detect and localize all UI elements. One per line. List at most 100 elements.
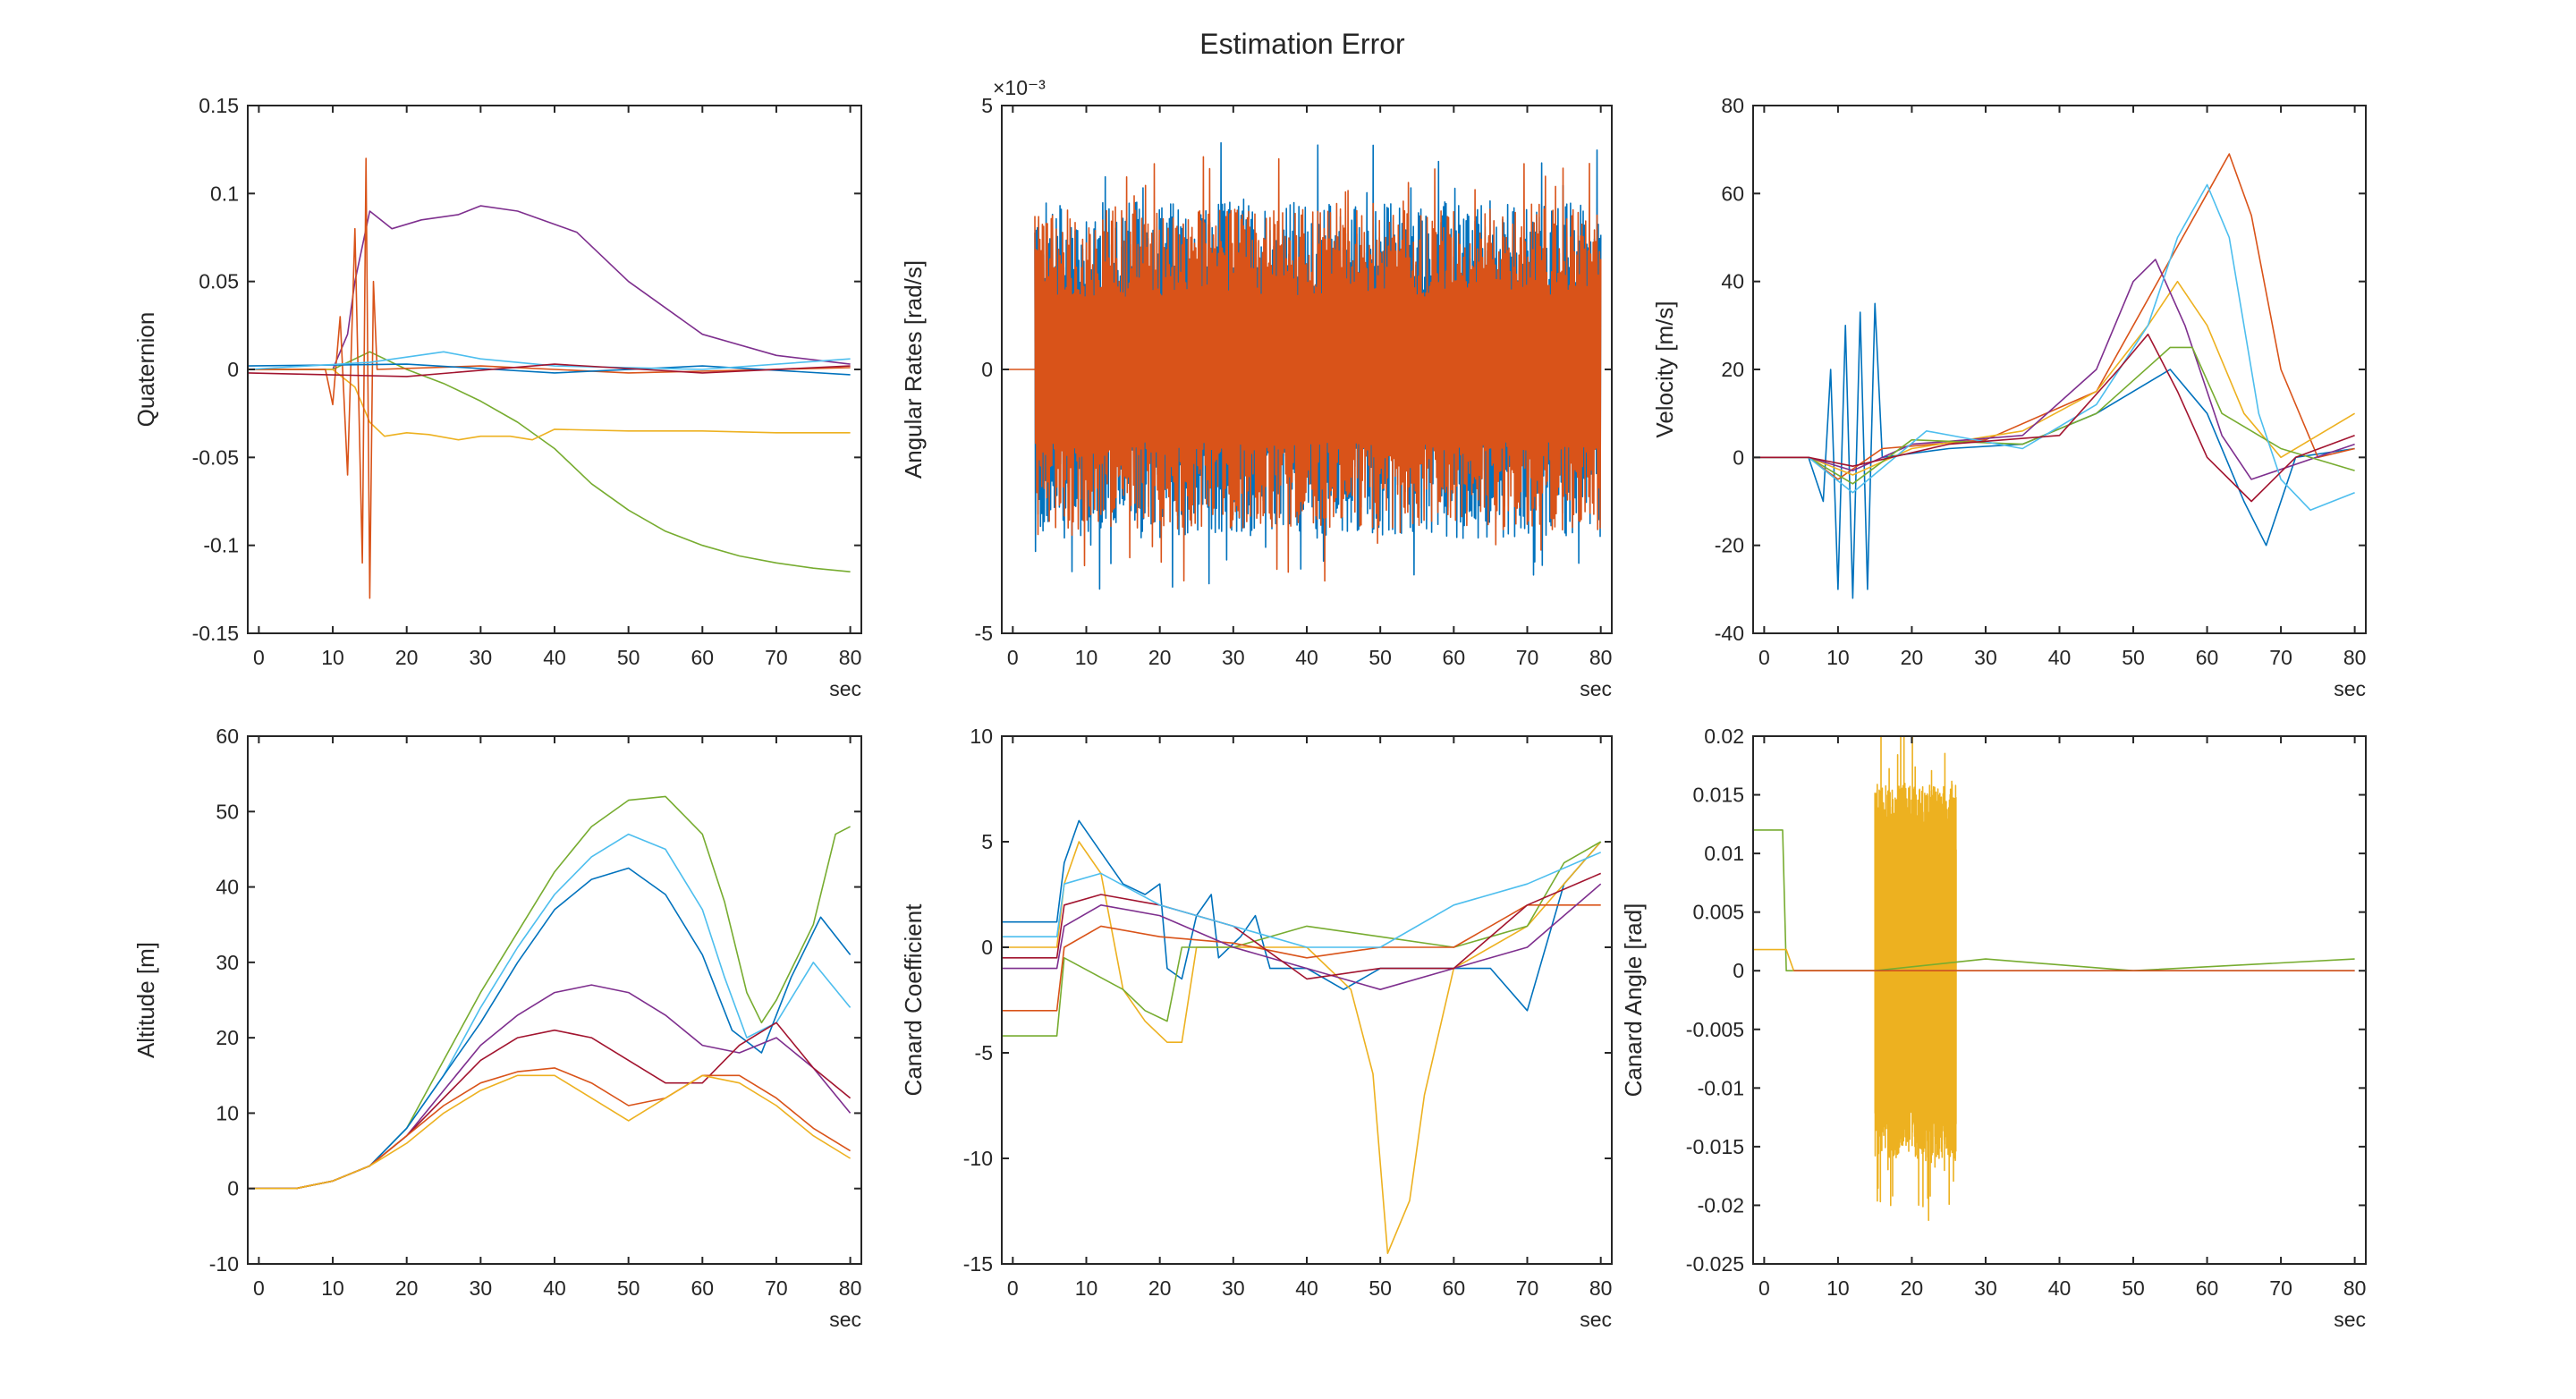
y-tick-label: -0.005 [1686, 1018, 1744, 1041]
plot-area [1001, 735, 1613, 1265]
axes-group: 0 10 20 30 40 50 60 70 80-0.15-0.1-0.0500.050.10… [132, 76, 2367, 1331]
y-tick-label: 60 [1721, 182, 1744, 205]
y-tick-label: 40 [1721, 270, 1744, 293]
data-series [248, 363, 851, 377]
y-tick-label: -0.15 [192, 622, 239, 645]
plot-area [1752, 735, 2367, 1265]
x-tick-label: 60 [691, 646, 715, 669]
data-series [248, 363, 851, 376]
y-tick-label: 10 [216, 1101, 239, 1124]
x-tick-label: 10 [321, 1276, 344, 1300]
y-tick-label: -0.05 [192, 445, 239, 469]
x-tick-label: 70 [2269, 646, 2292, 669]
x-tick-label: 0 [1007, 646, 1019, 669]
x-tick-label: 30 [470, 646, 493, 669]
x-tick-label: 40 [543, 1276, 566, 1300]
y-exponent-label: ×10⁻³ [993, 76, 1046, 99]
subplot-3: 0 10 20 30 40 50 60 70 80 -40 -20 0 20 40 60 80 sec Veloc… [1651, 94, 2367, 700]
subplot-4: 0 10 20 30 40 50 60 70 80 -10 0 10 20 30 40 50 60 sec Alti… [132, 725, 862, 1331]
x-axis-label: sec [2334, 677, 2366, 700]
x-tick-label: 50 [1368, 1276, 1392, 1300]
y-tick-label: -5 [975, 1041, 993, 1064]
x-tick-label: 40 [543, 646, 566, 669]
x-tick-label: 10 [1826, 646, 1850, 669]
y-tick-label: 5 [981, 94, 993, 117]
y-tick-label: -0.1 [203, 534, 239, 557]
data-series [1002, 904, 1601, 1012]
x-tick-label: 80 [2343, 1276, 2367, 1300]
y-axis-label: Angular Rates [rad/s] [900, 260, 927, 479]
x-axis-label: sec [829, 1308, 861, 1331]
x-tick-label: 40 [1295, 646, 1318, 669]
y-tick-label: 0 [227, 358, 239, 381]
x-tick-label: 0 [1758, 646, 1770, 669]
y-tick-label: 5 [981, 830, 993, 853]
y-tick-label: -10 [209, 1252, 239, 1276]
data-series [1002, 819, 1602, 1012]
y-tick-label: 0.05 [199, 270, 239, 293]
subplot-5: 0 10 20 30 40 50 60 70 80 -15 -10 -5 0 5 10 sec Canard C… [900, 725, 1613, 1331]
x-tick-label: 80 [839, 646, 862, 669]
series-group [1753, 736, 2355, 1221]
data-series [248, 369, 851, 441]
series-group [1753, 153, 2356, 599]
subplot-2: 0 10 20 30 40 50 60 70 80 -5 0 5 sec Angular Rates [r… [900, 76, 1613, 700]
y-tick-label: -0.015 [1686, 1135, 1744, 1158]
x-tick-label: 30 [1974, 646, 1997, 669]
y-tick-label: 80 [1721, 94, 1744, 117]
x-tick-label: 20 [1148, 1276, 1172, 1300]
x-tick-label: 80 [2343, 646, 2367, 669]
x-tick-label: 10 [1826, 1276, 1850, 1300]
x-tick-label: 30 [1974, 1276, 1997, 1300]
x-tick-label: 80 [1589, 1276, 1613, 1300]
x-tick-label: 0 [1758, 1276, 1770, 1300]
y-tick-label: 20 [1721, 358, 1744, 381]
x-tick-label: 80 [839, 1276, 862, 1300]
x-tick-label: 20 [1148, 646, 1172, 669]
data-series [1753, 346, 2355, 485]
series-group [248, 795, 852, 1190]
x-tick-label: 80 [1589, 646, 1613, 669]
x-tick-label: 0 [253, 646, 265, 669]
subplot-6: 0 10 20 30 40 50 60 70 80 -0.025 -0.02 -0.015 -0.01 -… [1620, 725, 2367, 1331]
x-tick-label: 30 [470, 1276, 493, 1300]
data-series [248, 351, 851, 370]
y-tick-label: 0 [227, 1177, 239, 1200]
x-tick-label: 0 [253, 1276, 265, 1300]
y-tick-label: 0.1 [210, 182, 239, 205]
noise-series [1874, 736, 1957, 1221]
x-tick-label: 60 [1443, 1276, 1466, 1300]
x-tick-label: 40 [2048, 1276, 2072, 1300]
x-tick-label: 60 [2196, 646, 2219, 669]
noise-series [1034, 156, 1602, 582]
x-tick-label: 20 [395, 646, 419, 669]
series-group [1002, 819, 1602, 1254]
x-tick-label: 40 [1295, 1276, 1318, 1300]
y-tick-label: -0.02 [1698, 1193, 1744, 1217]
y-tick-label: -10 [963, 1147, 993, 1170]
data-series [248, 1074, 852, 1190]
x-tick-label: 50 [617, 1276, 640, 1300]
y-tick-label: 0.015 [1692, 784, 1744, 807]
data-series [1753, 333, 2355, 503]
x-axis-label: sec [829, 677, 861, 700]
y-tick-label: 0.005 [1692, 901, 1744, 924]
data-series [1753, 183, 2355, 512]
plot-area [1752, 105, 2367, 634]
data-series [248, 351, 851, 572]
y-axis-label: Canard Coefficient [900, 903, 927, 1097]
x-tick-label: 30 [1222, 1276, 1245, 1300]
x-tick-label: 20 [1901, 1276, 1924, 1300]
x-tick-label: 70 [1516, 646, 1539, 669]
y-tick-label: -20 [1715, 534, 1744, 557]
data-series [1002, 883, 1602, 990]
y-tick-label: -15 [963, 1252, 993, 1276]
x-tick-label: 70 [765, 646, 788, 669]
y-axis-label: Canard Angle [rad] [1620, 903, 1647, 1098]
y-tick-label: 10 [970, 725, 993, 748]
y-axis-label: Altitude [m] [132, 942, 159, 1058]
y-tick-label: 60 [216, 725, 239, 748]
data-series [1753, 280, 2356, 476]
y-tick-label: 0 [1733, 445, 1744, 469]
x-tick-label: 70 [1516, 1276, 1539, 1300]
